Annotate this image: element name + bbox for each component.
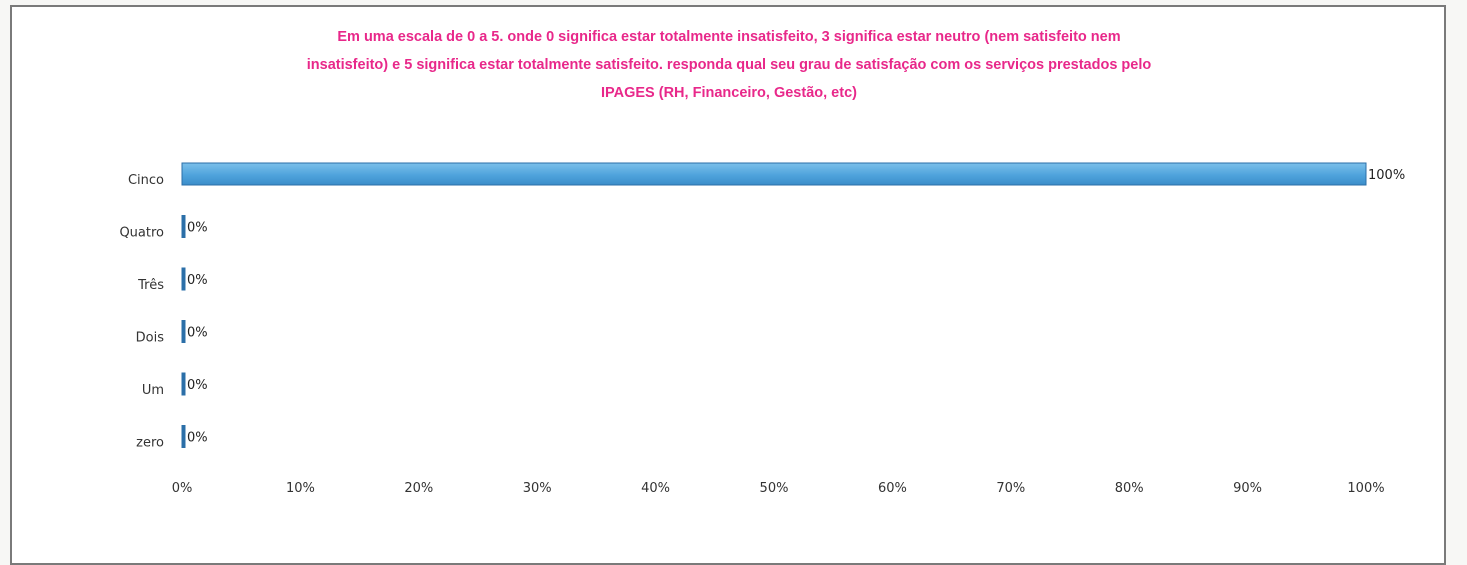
x-tick-label: 60% <box>878 481 907 496</box>
data-label-três: 0% <box>187 273 208 288</box>
x-axis-ticks: 0% 10% 20% 30% 40% 50% 60% 70% 80% 90% 100% <box>172 481 1385 496</box>
bar-cinco <box>181 162 1367 186</box>
category-label-cinco: Cinco <box>128 173 164 188</box>
chart-title: Em uma escala de 0 a 5. onde 0 significa… <box>307 29 1152 101</box>
bar-dois <box>181 320 186 343</box>
chart-frame: Em uma escala de 0 a 5. onde 0 significa… <box>10 5 1446 565</box>
category-labels: Cinco Quatro Três Dois Um zero <box>119 173 164 451</box>
bars-group <box>181 162 1367 448</box>
x-tick-label: 80% <box>1115 481 1144 496</box>
x-tick-label: 0% <box>172 481 193 496</box>
x-tick-label: 100% <box>1347 481 1384 496</box>
chart-svg: Em uma escala de 0 a 5. onde 0 significa… <box>119 29 1405 496</box>
category-label-um: Um <box>142 383 164 398</box>
x-tick-label: 30% <box>523 481 552 496</box>
data-label-zero: 0% <box>187 431 208 446</box>
x-tick-label: 40% <box>641 481 670 496</box>
x-tick-label: 10% <box>286 481 315 496</box>
data-label-cinco: 100% <box>1368 168 1405 183</box>
category-label-dois: Dois <box>136 331 165 346</box>
data-label-um: 0% <box>187 378 208 393</box>
chart-title-line-3: IPAGES (RH, Financeiro, Gestão, etc) <box>601 85 857 101</box>
x-tick-label: 20% <box>404 481 433 496</box>
bar-zero <box>181 425 186 448</box>
bar-um <box>181 372 186 396</box>
chart-title-line-2: insatisfeito) e 5 significa estar totalm… <box>307 57 1152 73</box>
data-label-dois: 0% <box>187 326 208 341</box>
chart-title-line-1: Em uma escala de 0 a 5. onde 0 significa… <box>337 29 1120 45</box>
x-tick-label: 70% <box>996 481 1025 496</box>
category-label-três: Três <box>137 278 164 293</box>
category-label-zero: zero <box>136 436 164 451</box>
data-label-quatro: 0% <box>187 221 208 236</box>
category-label-quatro: Quatro <box>119 226 164 241</box>
x-tick-label: 50% <box>760 481 789 496</box>
x-tick-label: 90% <box>1233 481 1262 496</box>
data-labels: 100% 0% 0% 0% 0% 0% <box>187 168 1405 446</box>
bar-três <box>181 267 186 291</box>
bar-quatro <box>181 215 186 238</box>
